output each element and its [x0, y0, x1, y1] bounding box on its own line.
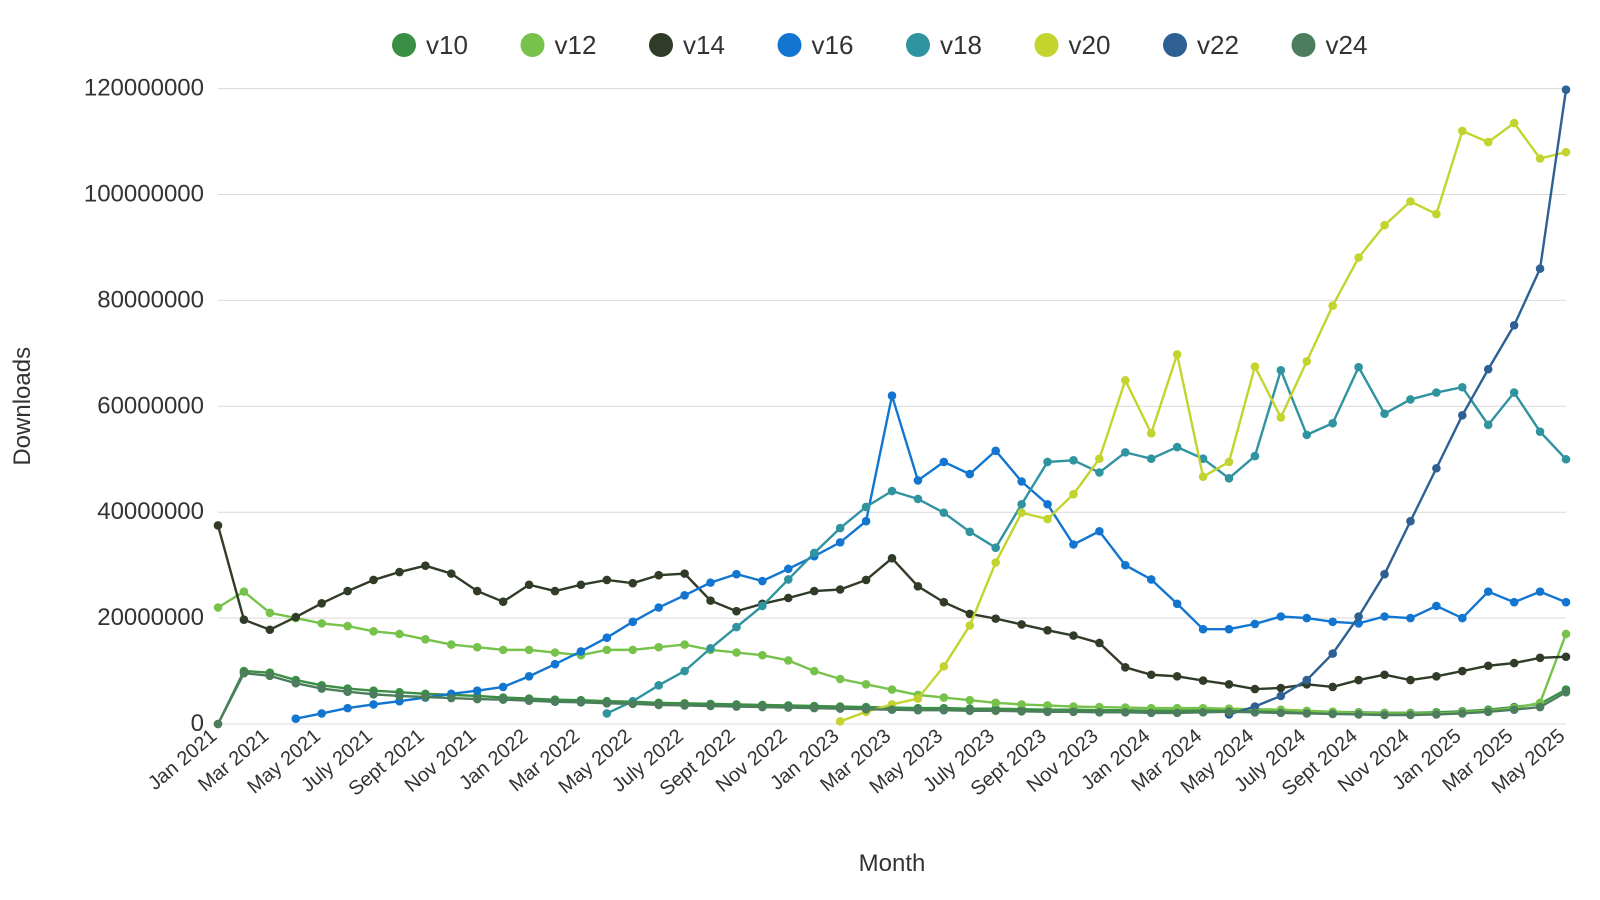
svg-text:v20: v20	[1069, 30, 1111, 60]
svg-text:v22: v22	[1197, 30, 1239, 60]
svg-text:Downloads: Downloads	[9, 347, 36, 466]
svg-text:Month: Month	[859, 850, 926, 877]
svg-text:100000000: 100000000	[84, 181, 204, 208]
svg-text:v12: v12	[555, 30, 597, 60]
svg-text:v14: v14	[683, 30, 725, 60]
svg-text:40000000: 40000000	[97, 498, 204, 525]
svg-text:120000000: 120000000	[84, 75, 204, 102]
svg-text:80000000: 80000000	[97, 286, 204, 313]
svg-text:v16: v16	[812, 30, 854, 60]
svg-text:v24: v24	[1326, 30, 1368, 60]
svg-text:20000000: 20000000	[97, 604, 204, 631]
svg-text:60000000: 60000000	[97, 392, 204, 419]
svg-text:v10: v10	[426, 30, 468, 60]
svg-text:v18: v18	[940, 30, 982, 60]
